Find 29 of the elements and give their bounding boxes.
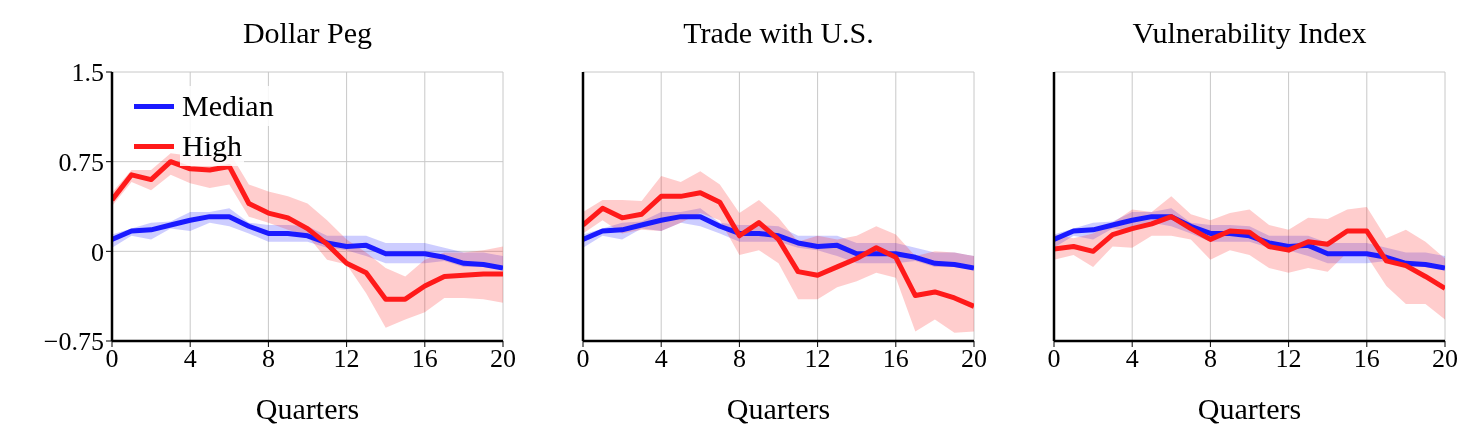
y-tick-label: −0.75 bbox=[43, 327, 104, 357]
legend-label: Median bbox=[180, 86, 276, 126]
y-tick-label: 0.75 bbox=[58, 147, 104, 177]
x-tick-label: 0 bbox=[1047, 344, 1061, 374]
x-axis-title: Quarters bbox=[1197, 392, 1302, 425]
x-tick-label: 12 bbox=[1275, 344, 1302, 374]
x-axis-title: Quarters bbox=[726, 392, 831, 425]
y-tick-label: 1.5 bbox=[71, 58, 104, 88]
chart-title: Dollar Peg bbox=[241, 15, 374, 51]
y-tick-label: 0 bbox=[91, 237, 104, 267]
x-tick-label: 4 bbox=[654, 344, 668, 374]
x-tick-label: 0 bbox=[576, 344, 590, 374]
legend-label: High bbox=[180, 126, 244, 166]
x-tick-label: 4 bbox=[1125, 344, 1139, 374]
x-tick-label: 20 bbox=[961, 344, 987, 374]
chart-title: Vulnerability Index bbox=[1131, 15, 1368, 51]
x-tick-label: 16 bbox=[882, 344, 909, 374]
x-tick-label: 8 bbox=[1203, 344, 1217, 374]
x-tick-label: 8 bbox=[261, 344, 275, 374]
x-tick-label: 12 bbox=[333, 344, 360, 374]
x-axis-title: Quarters bbox=[255, 392, 360, 425]
x-tick-label: 8 bbox=[732, 344, 746, 374]
chart-title: Trade with U.S. bbox=[682, 15, 875, 51]
x-tick-label: 4 bbox=[183, 344, 197, 374]
x-tick-label: 16 bbox=[1353, 344, 1380, 374]
x-tick-label: 20 bbox=[490, 344, 516, 374]
x-tick-label: 16 bbox=[411, 344, 438, 374]
x-tick-label: 20 bbox=[1432, 344, 1458, 374]
x-tick-label: 12 bbox=[804, 344, 831, 374]
